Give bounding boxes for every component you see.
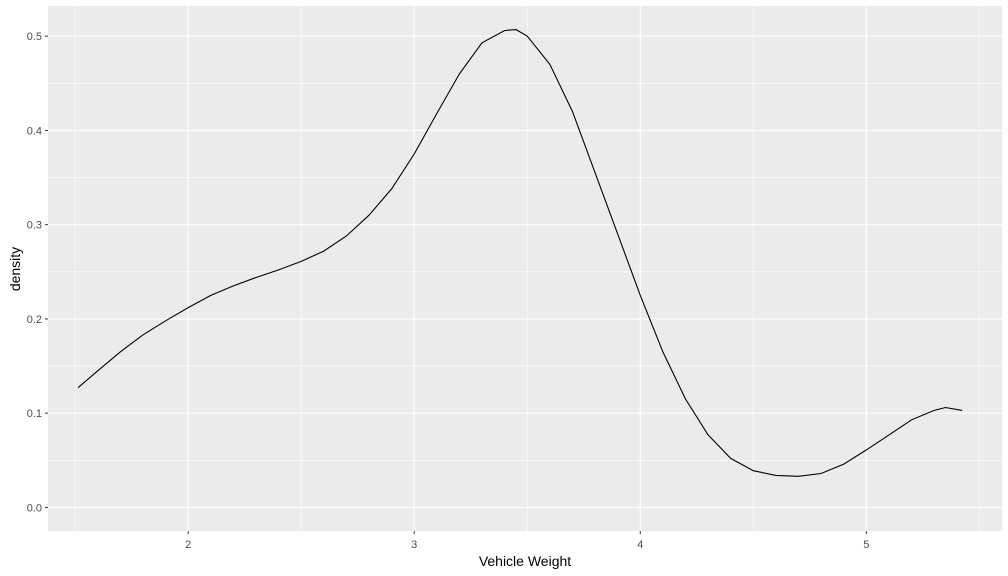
y-tick-label: 0.2	[27, 314, 42, 326]
y-tick-label: 0.0	[27, 502, 42, 514]
panel-background	[48, 6, 1002, 531]
y-axis-title: density	[7, 247, 23, 291]
x-tick-label: 4	[637, 539, 643, 551]
y-tick-label: 0.3	[27, 220, 42, 232]
y-axis: 0.0 0.1 0.2 0.3 0.4 0.5	[27, 31, 48, 514]
density-line	[77, 29, 963, 477]
x-tick-label: 3	[411, 539, 417, 551]
y-tick-label: 0.4	[27, 125, 42, 137]
x-axis-title: Vehicle Weight	[479, 553, 571, 569]
gridlines	[48, 6, 1002, 531]
y-tick-label: 0.1	[27, 408, 42, 420]
x-axis: 2 3 4 5	[185, 531, 869, 551]
x-tick-label: 5	[863, 539, 869, 551]
y-tick-label: 0.5	[27, 31, 42, 43]
x-tick-label: 2	[185, 539, 191, 551]
